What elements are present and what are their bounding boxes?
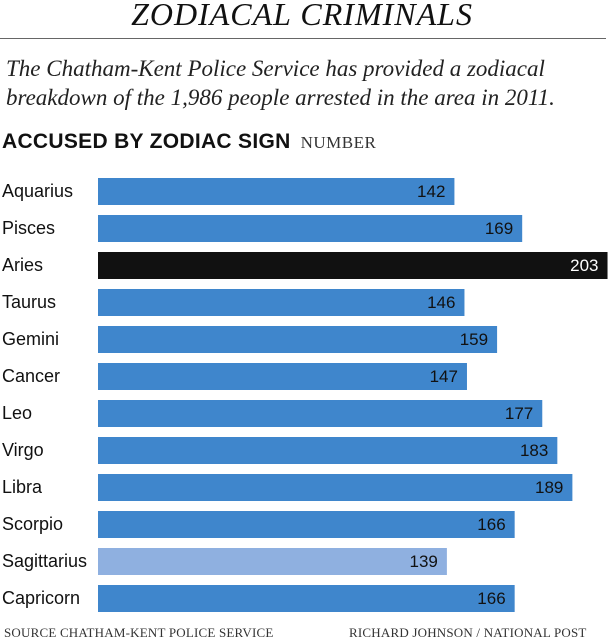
credit-note: RICHARD JOHNSON / NATIONAL POST [349, 625, 587, 640]
bar-libra [98, 474, 573, 501]
value-label-pisces: 169 [485, 219, 513, 238]
value-label-cancer: 147 [430, 367, 458, 386]
source-note: SOURCE CHATHAM-KENT POLICE SERVICE [4, 625, 274, 640]
bar-virgo [98, 437, 558, 464]
bar-aries [98, 252, 608, 279]
bar-taurus [98, 289, 465, 316]
category-label-aries: Aries [2, 255, 43, 275]
title-rule [0, 38, 606, 39]
value-label-taurus: 146 [427, 293, 455, 312]
value-label-libra: 189 [535, 478, 563, 497]
bar-capricorn [98, 585, 515, 612]
value-label-aries: 203 [570, 256, 598, 275]
bar-scorpio [98, 511, 515, 538]
subtitle-line-2: breakdown of the 1,986 people arrested i… [6, 85, 555, 110]
category-label-capricorn: Capricorn [2, 588, 80, 608]
bar-chart: Aquarius 142 Pisces 169 Aries 203 Taurus 146 Gem… [2, 178, 608, 612]
value-label-gemini: 159 [460, 330, 488, 349]
value-label-virgo: 183 [520, 441, 548, 460]
chart-subtitle: The Chatham-Kent Police Service has prov… [6, 54, 606, 112]
category-label-libra: Libra [2, 477, 43, 497]
category-label-cancer: Cancer [2, 366, 60, 386]
bar-gemini [98, 326, 498, 353]
category-label-sagittarius: Sagittarius [2, 551, 87, 571]
bar-cancer [98, 363, 467, 390]
bar-leo [98, 400, 543, 427]
category-label-scorpio: Scorpio [2, 514, 63, 534]
subtitle-line-1: The Chatham-Kent Police Service has prov… [6, 56, 545, 81]
value-label-leo: 177 [505, 404, 533, 423]
heading-unit: NUMBER [300, 133, 377, 152]
category-label-virgo: Virgo [2, 440, 44, 460]
category-label-aquarius: Aquarius [2, 181, 73, 201]
value-label-sagittarius: 139 [410, 552, 438, 571]
chart-title: ZODIACAL CRIMINALS [131, 0, 473, 32]
value-label-scorpio: 166 [477, 515, 505, 534]
category-label-leo: Leo [2, 403, 32, 423]
bar-pisces [98, 215, 523, 242]
category-label-taurus: Taurus [2, 292, 56, 312]
heading-label: ACCUSED BY ZODIAC SIGN [2, 130, 291, 153]
bar-aquarius [98, 178, 455, 205]
chart-heading: ACCUSED BY ZODIAC SIGN NUMBER [2, 130, 376, 154]
category-label-pisces: Pisces [2, 218, 55, 238]
value-label-capricorn: 166 [477, 589, 505, 608]
value-label-aquarius: 142 [417, 182, 445, 201]
bar-sagittarius [98, 548, 447, 575]
category-label-gemini: Gemini [2, 329, 59, 349]
